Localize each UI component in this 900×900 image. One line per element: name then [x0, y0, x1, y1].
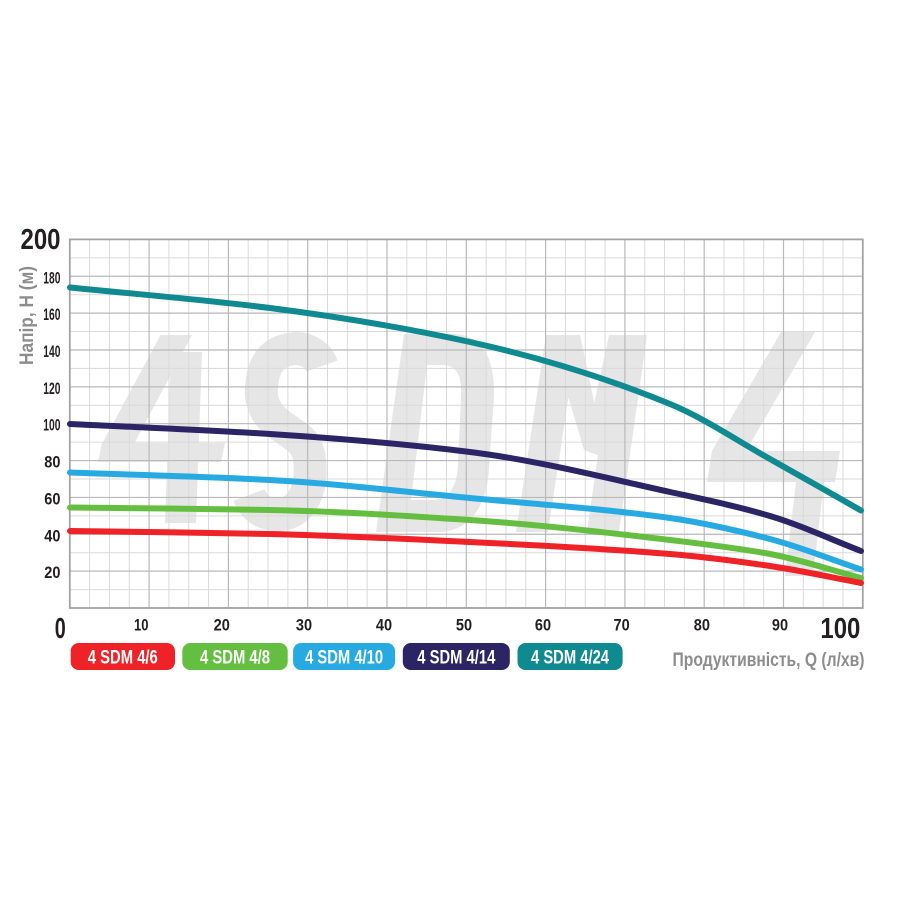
svg-text:60: 60	[44, 489, 60, 508]
svg-text:80: 80	[694, 616, 710, 635]
svg-text:Напір, Н (м): Напір, Н (м)	[17, 266, 38, 365]
svg-text:140: 140	[43, 342, 60, 361]
svg-text:40: 40	[376, 616, 392, 635]
svg-text:4 SDM 4/10: 4 SDM 4/10	[305, 648, 383, 669]
svg-text:4 SDM 4/8: 4 SDM 4/8	[200, 648, 270, 669]
svg-text:120: 120	[43, 379, 60, 398]
svg-text:90: 90	[772, 616, 788, 635]
svg-text:100: 100	[43, 416, 60, 435]
svg-text:180: 180	[43, 268, 60, 287]
svg-text:0: 0	[55, 613, 66, 645]
svg-text:100: 100	[820, 613, 860, 645]
svg-text:160: 160	[43, 305, 60, 324]
svg-text:70: 70	[614, 616, 630, 635]
svg-text:50: 50	[456, 616, 472, 635]
svg-text:4 SDM 4/24: 4 SDM 4/24	[531, 648, 609, 669]
svg-text:20: 20	[44, 563, 60, 582]
svg-text:200: 200	[21, 224, 61, 256]
svg-text:10: 10	[134, 616, 149, 635]
svg-text:30: 30	[296, 616, 312, 635]
svg-text:20: 20	[214, 616, 230, 635]
svg-text:40: 40	[44, 526, 60, 545]
svg-text:4 SDM 4/6: 4 SDM 4/6	[88, 648, 158, 669]
svg-text:80: 80	[44, 453, 60, 472]
svg-text:60: 60	[535, 616, 551, 635]
svg-text:Продуктивність, Q (л/хв): Продуктивність, Q (л/хв)	[673, 650, 865, 671]
svg-text:4 SDM 4/14: 4 SDM 4/14	[417, 648, 495, 669]
